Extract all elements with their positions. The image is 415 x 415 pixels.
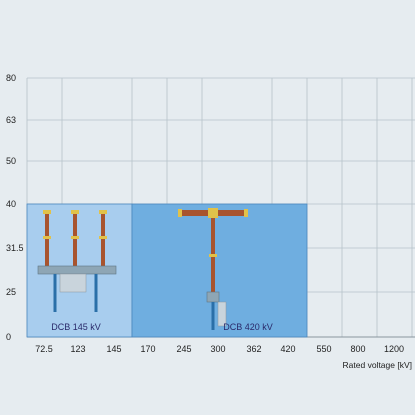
terminal-cap	[71, 210, 79, 214]
terminal-cap	[208, 208, 218, 218]
cabinet	[217, 301, 227, 327]
x-tick-label: 362	[246, 344, 261, 354]
support-leg	[211, 302, 215, 330]
insulator-column	[45, 212, 49, 270]
region-1: DCB 145 kV	[26, 203, 133, 338]
y-tick-label: 40	[6, 199, 16, 209]
insulator-column	[73, 212, 77, 270]
x-tick-label: 170	[140, 344, 155, 354]
terminal-cap	[209, 254, 217, 257]
x-tick-label: 145	[106, 344, 121, 354]
y-tick-label: 31.5	[6, 243, 24, 253]
terminal-cap	[99, 236, 107, 239]
insulator-column	[101, 212, 105, 270]
support-leg	[53, 274, 57, 312]
mechanism-box	[206, 291, 220, 303]
x-tick-label: 245	[176, 344, 191, 354]
terminal-cap	[244, 209, 248, 217]
support-beam	[37, 265, 117, 275]
x-tick-label: 300	[210, 344, 225, 354]
x-tick-label: 420	[280, 344, 295, 354]
x-tick-label: 800	[350, 344, 365, 354]
y-tick-label: 25	[6, 287, 16, 297]
y-tick-label: 80	[6, 73, 16, 83]
terminal-cap	[71, 236, 79, 239]
terminal-cap	[99, 210, 107, 214]
mechanism-box	[59, 273, 87, 293]
dcb-420kv-breaker-icon	[178, 208, 248, 330]
regions: DCB 145 kV DCB 420 kV	[26, 203, 308, 338]
support-leg	[94, 274, 98, 312]
y-tick-label: 50	[6, 156, 16, 166]
x-tick-label: 1200	[384, 344, 404, 354]
y-axis: 0 25 31.5 40 50 63 80	[6, 73, 24, 342]
y-tick-label: 63	[6, 115, 16, 125]
y-tick-label: 0	[6, 332, 11, 342]
region-2: DCB 420 kV	[131, 203, 308, 338]
region-label: DCB 145 kV	[51, 322, 101, 332]
region-label: DCB 420 kV	[223, 322, 273, 332]
x-axis: 72.5 123 145 170 245 300 362 420 550 800 1200	[35, 344, 404, 354]
x-tick-label: 72.5	[35, 344, 53, 354]
terminal-cap	[43, 236, 51, 239]
x-axis-label: Rated voltage [kV]	[343, 360, 412, 370]
terminal-cap	[178, 209, 182, 217]
terminal-cap	[43, 210, 51, 214]
x-tick-label: 550	[316, 344, 331, 354]
dcb-145kv-breaker-icon	[37, 210, 117, 312]
x-tick-label: 123	[70, 344, 85, 354]
